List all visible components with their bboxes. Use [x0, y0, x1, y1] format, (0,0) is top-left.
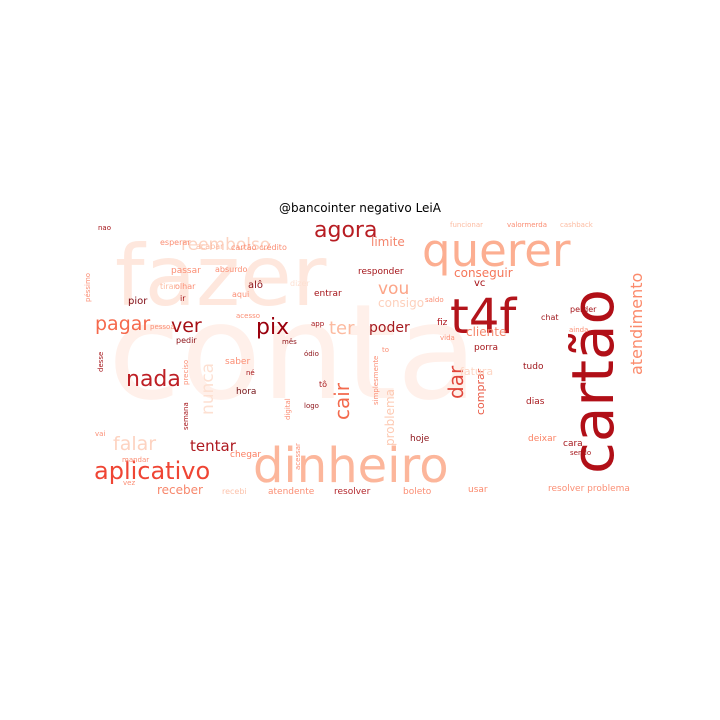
- word-sendo: sendo: [570, 449, 591, 457]
- word-simplesmente: simplesmente: [372, 356, 380, 405]
- word-dar: dar: [444, 365, 468, 399]
- word-cliente: cliente: [466, 325, 506, 339]
- word-cashback: cashback: [560, 221, 594, 229]
- word-saldo: saldo: [425, 296, 444, 304]
- word-ver: ver: [171, 315, 202, 337]
- word-cara: cara: [563, 439, 583, 449]
- word-problema: problema: [383, 389, 397, 446]
- word-resolver-problema: resolver problema: [548, 484, 630, 494]
- word-tô: tô: [319, 379, 327, 389]
- word-entrar: entrar: [314, 289, 342, 299]
- word-vez: vez: [123, 479, 135, 487]
- word-tudo: tudo: [523, 362, 544, 372]
- word-né: né: [246, 369, 255, 377]
- word-preciso: preciso: [182, 360, 190, 385]
- word-pior: pior: [128, 296, 148, 307]
- word-dinheiro: dinheiro: [253, 438, 449, 494]
- word-nunca: nunca: [198, 363, 218, 415]
- word-resolver: resolver: [334, 487, 371, 497]
- word-falar: falar: [113, 433, 156, 455]
- word-mandar: mandar: [122, 456, 149, 464]
- word-fiz: fiz: [437, 318, 448, 328]
- word-aqui: aqui: [232, 290, 249, 299]
- word-acesso: acesso: [236, 312, 260, 320]
- word-ódio: ódio: [304, 350, 319, 358]
- word-porra: porra: [474, 343, 498, 353]
- word-acabar: acabar: [196, 242, 224, 251]
- word-aplicativo: aplicativo: [94, 457, 210, 485]
- word-pix: pix: [256, 315, 289, 340]
- word-to: to: [382, 346, 389, 354]
- word-usar: usar: [468, 485, 488, 495]
- word-tirar: tirar: [160, 282, 178, 291]
- word-absurdo: absurdo: [215, 265, 247, 274]
- word-ir: ir: [180, 294, 186, 303]
- word-perder: perder: [570, 305, 597, 314]
- word-mês: mês: [282, 338, 297, 346]
- word-chegar: chegar: [230, 450, 261, 460]
- word-app: app: [311, 320, 325, 328]
- word-funcionar: funcionar: [450, 221, 483, 229]
- word-receber: receber: [157, 483, 203, 497]
- word-comprar: comprar: [474, 368, 487, 415]
- word-ainda: ainda: [569, 326, 588, 334]
- word-desse: desse: [97, 352, 105, 372]
- word-consigo: consigo: [378, 296, 424, 310]
- word-alô: alô: [248, 279, 263, 291]
- word-fazer: fazer: [115, 227, 327, 325]
- word-dizer: dizer: [290, 279, 310, 288]
- word-acessar: acessar: [294, 443, 302, 470]
- word-cartão-crédito: cartão crédito: [231, 242, 287, 252]
- word-recebi: recebi: [222, 487, 247, 496]
- word-conta: conta: [108, 276, 478, 430]
- word-atendimento: atendimento: [627, 273, 646, 375]
- word-agora: agora: [314, 218, 377, 243]
- word-vida: vida: [440, 334, 455, 342]
- word-vc: vc: [474, 278, 485, 289]
- word-poder: poder: [369, 320, 410, 336]
- word-conseguir: conseguir: [454, 266, 513, 280]
- word-pedir: pedir: [176, 336, 197, 345]
- word-ter: ter: [329, 318, 355, 339]
- word-passar: passar: [171, 266, 201, 276]
- word-nao: nao: [98, 224, 111, 232]
- word-atendente: atendente: [268, 487, 315, 497]
- word-reembolso: reembolso: [181, 235, 270, 255]
- word-logo: logo: [304, 402, 319, 410]
- word-cair: cair: [330, 382, 354, 420]
- word-boleto: boleto: [403, 487, 432, 497]
- word-responder: responder: [358, 267, 404, 277]
- word-cartão: cartão: [559, 289, 627, 474]
- word-valormerda: valormerda: [507, 221, 547, 229]
- word-vou: vou: [378, 279, 409, 299]
- word-pagar: pagar: [95, 313, 150, 335]
- word-fatura: fatura: [460, 365, 493, 378]
- word-semana: semana: [182, 402, 190, 430]
- word-nada: nada: [126, 367, 181, 392]
- word-tentar: tentar: [190, 437, 237, 455]
- word-vai: vai: [95, 430, 105, 438]
- word-querer: querer: [422, 224, 571, 277]
- word-deixar: deixar: [528, 434, 557, 444]
- word-pessoa: pessoa: [150, 323, 175, 331]
- word-péssimo: péssimo: [84, 273, 92, 302]
- word-limite: limite: [371, 235, 405, 249]
- word-t4f: t4f: [450, 289, 517, 345]
- word-hora: hora: [236, 387, 256, 397]
- word-chat: chat: [541, 313, 559, 322]
- word-esperar: esperar: [160, 238, 191, 247]
- word-olhar: olhar: [175, 282, 196, 291]
- chart-title: @bancointer negativo LeiA: [279, 201, 441, 215]
- word-saber: saber: [225, 357, 250, 367]
- word-digital: digital: [284, 398, 292, 420]
- word-hoje: hoje: [410, 434, 430, 444]
- word-dias: dias: [526, 397, 545, 407]
